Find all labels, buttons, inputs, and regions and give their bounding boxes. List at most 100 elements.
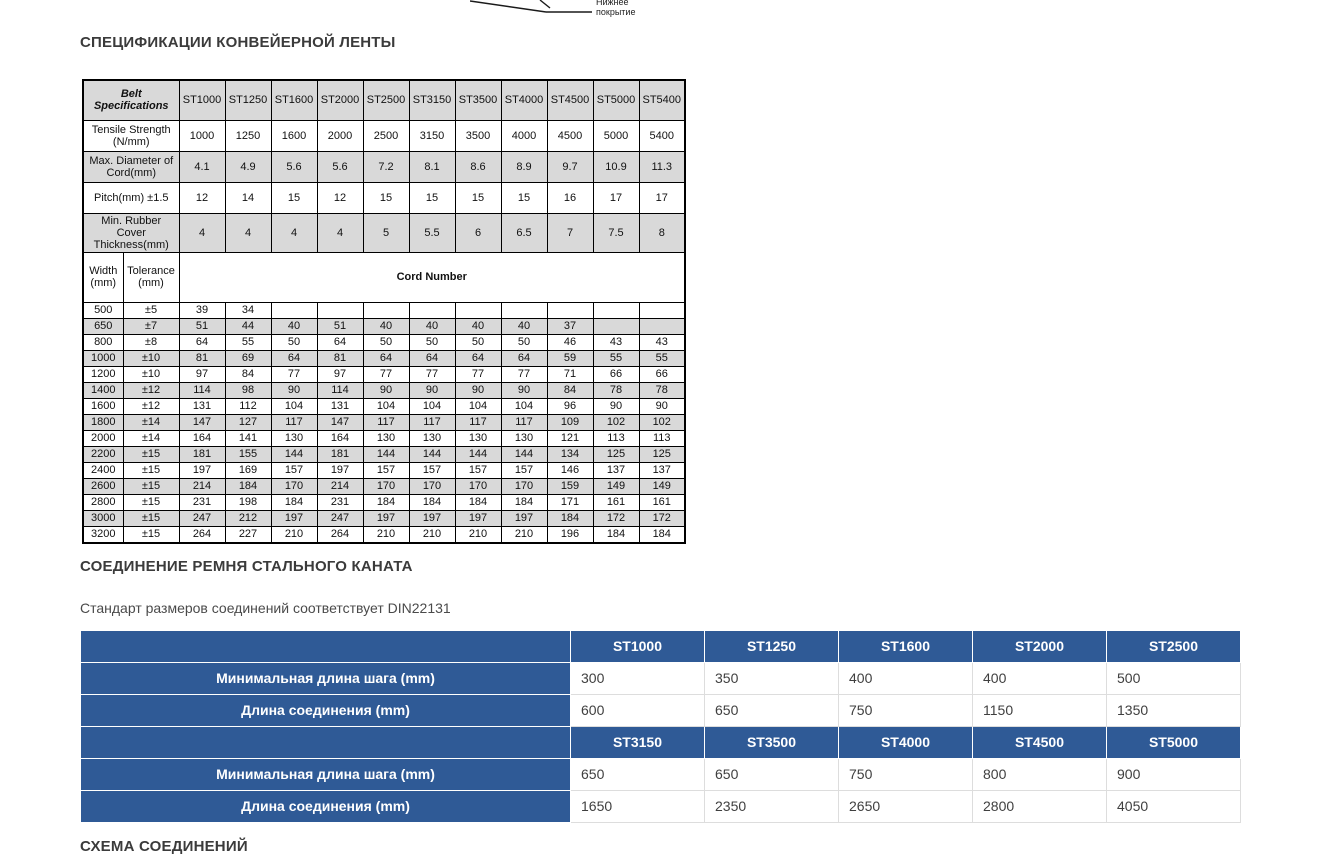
cord-count-cell: 78 — [638, 381, 686, 399]
tolerance-cell: ±8 — [122, 333, 180, 351]
cord-count-cell: 97 — [178, 365, 226, 383]
tolerance-cell: ±12 — [122, 381, 180, 399]
cord-count-cell: 112 — [224, 397, 272, 415]
splice-value-cell: 1150 — [972, 693, 1107, 727]
property-label: Pitch(mm) ±1.5 — [82, 181, 180, 214]
cord-count-cell: 131 — [178, 397, 226, 415]
cord-count-cell: 227 — [224, 525, 272, 543]
cord-count-cell: 197 — [316, 461, 364, 479]
cord-count-cell: 90 — [270, 381, 318, 399]
splice-value-cell: 400 — [972, 661, 1107, 695]
cord-count-cell: 40 — [408, 317, 456, 335]
cord-count-cell — [454, 301, 502, 319]
cord-count-cell: 170 — [500, 477, 548, 495]
cord-count-cell — [592, 317, 640, 335]
property-value-cell: 5 — [362, 212, 410, 253]
property-value-cell: 12 — [178, 181, 226, 214]
cord-count-cell: 97 — [316, 365, 364, 383]
cord-count-cell: 130 — [408, 429, 456, 447]
splice-data-row: Минимальная длина шага (mm) 300 350 400 400 5… — [80, 661, 1241, 695]
cord-count-cell: 109 — [546, 413, 594, 431]
cord-count-cell: 64 — [408, 349, 456, 367]
splice-value-cell: 800 — [972, 757, 1107, 791]
splice-data-row: Минимальная длина шага (mm) 650 650 750 800 9… — [80, 757, 1241, 791]
cord-row: 2600 ±15 214 184 170 214 170 170 170 170 159 149 149 — [82, 477, 686, 495]
cord-count-cell: 90 — [454, 381, 502, 399]
splice-value-cell: 400 — [838, 661, 973, 695]
property-value-cell: 4 — [270, 212, 318, 253]
splice-value-cell: 750 — [838, 757, 973, 791]
cord-count-cell: 121 — [546, 429, 594, 447]
spec-column-header: ST3500 — [454, 79, 502, 121]
cord-count-cell: 130 — [500, 429, 548, 447]
spec-column-header: ST1600 — [270, 79, 318, 121]
cord-count-cell: 212 — [224, 509, 272, 527]
width-cell: 1600 — [82, 397, 124, 415]
splice-empty-header-cell — [80, 725, 571, 759]
splice-row-label: Минимальная длина шага (mm) — [80, 661, 571, 695]
splice-value-cell: 4050 — [1106, 789, 1241, 823]
width-header: Width (mm) — [82, 251, 124, 303]
cord-count-cell: 113 — [638, 429, 686, 447]
spec-column-header: ST5400 — [638, 79, 686, 121]
splice-value-cell: 750 — [838, 693, 973, 727]
property-value-cell: 1250 — [224, 119, 272, 152]
cord-number-header: Cord Number — [178, 251, 686, 303]
cord-count-cell: 40 — [500, 317, 548, 335]
property-value-cell: 8 — [638, 212, 686, 253]
cord-count-cell: 77 — [454, 365, 502, 383]
cord-row: 2200 ±15 181 155 144 181 144 144 144 144 134 125 125 — [82, 445, 686, 463]
cord-count-cell — [500, 301, 548, 319]
cord-count-cell: 64 — [270, 349, 318, 367]
splice-value-cell: 300 — [570, 661, 705, 695]
width-cell: 2800 — [82, 493, 124, 511]
splice-value-cell: 2800 — [972, 789, 1107, 823]
cord-count-cell — [362, 301, 410, 319]
splice-value-cell: 650 — [704, 693, 839, 727]
cord-count-cell: 104 — [454, 397, 502, 415]
property-value-cell: 15 — [362, 181, 410, 214]
cord-count-cell: 44 — [224, 317, 272, 335]
property-value-cell: 8.9 — [500, 150, 548, 183]
cord-count-cell: 77 — [362, 365, 410, 383]
cord-count-cell: 170 — [362, 477, 410, 495]
cord-count-cell: 214 — [316, 477, 364, 495]
cord-row: 2000 ±14 164 141 130 164 130 130 130 130 121 113 113 — [82, 429, 686, 447]
cord-count-cell: 144 — [408, 445, 456, 463]
cord-count-cell: 50 — [362, 333, 410, 351]
cord-count-cell: 170 — [408, 477, 456, 495]
property-value-cell: 5.6 — [316, 150, 364, 183]
cord-count-cell: 231 — [178, 493, 226, 511]
cord-count-cell: 184 — [408, 493, 456, 511]
cord-count-cell: 50 — [500, 333, 548, 351]
splice-column-header: ST1250 — [704, 629, 839, 663]
property-value-cell: 5000 — [592, 119, 640, 152]
cord-count-cell: 181 — [178, 445, 226, 463]
cord-row: 3000 ±15 247 212 197 247 197 197 197 197 184 172 172 — [82, 509, 686, 527]
cord-count-cell: 98 — [224, 381, 272, 399]
splice-data-row: Длина соединения (mm) 600 650 750 1150 1350 — [80, 693, 1241, 727]
splice-header-row: ST1000 ST1250 ST1600 ST2000 ST2500 — [80, 629, 1241, 663]
cord-count-cell: 104 — [270, 397, 318, 415]
property-value-cell: 9.7 — [546, 150, 594, 183]
cord-count-cell: 90 — [592, 397, 640, 415]
cord-count-cell: 117 — [454, 413, 502, 431]
spec-column-header: ST4000 — [500, 79, 548, 121]
property-value-cell: 2500 — [362, 119, 410, 152]
spec-header-row: Belt Specifications ST1000 ST1250 ST1600 ST2… — [82, 79, 686, 121]
cord-count-cell — [270, 301, 318, 319]
cord-count-cell: 210 — [362, 525, 410, 543]
cord-count-cell: 184 — [638, 525, 686, 543]
cord-count-cell: 141 — [224, 429, 272, 447]
spec-column-header: ST2500 — [362, 79, 410, 121]
cord-count-cell: 159 — [546, 477, 594, 495]
cord-count-cell: 64 — [454, 349, 502, 367]
property-value-cell: 4000 — [500, 119, 548, 152]
cord-count-cell: 157 — [454, 461, 502, 479]
cord-row: 1800 ±14 147 127 117 147 117 117 117 117 109 102 102 — [82, 413, 686, 431]
cord-count-cell: 84 — [546, 381, 594, 399]
property-label: Min. Rubber Cover Thickness(mm) — [82, 212, 180, 253]
property-value-cell: 15 — [500, 181, 548, 214]
tolerance-cell: ±14 — [122, 429, 180, 447]
cord-count-cell: 144 — [270, 445, 318, 463]
